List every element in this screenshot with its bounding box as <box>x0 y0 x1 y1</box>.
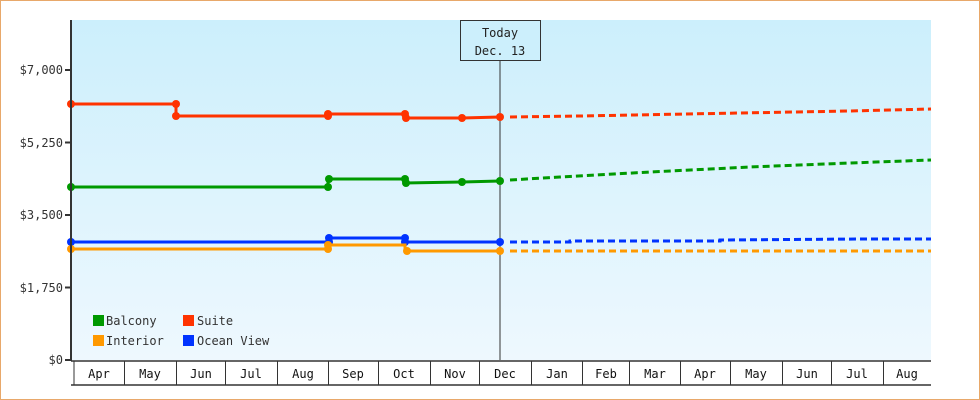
y-tick-label: $1,750 <box>20 281 63 295</box>
legend-label: Interior <box>106 334 164 348</box>
legend-item-interior[interactable]: Interior <box>93 334 164 348</box>
legend-label: Balcony <box>106 314 157 328</box>
x-month-label: May <box>139 367 161 381</box>
x-month-label: Mar <box>644 367 666 381</box>
x-month-label: Jan <box>546 367 568 381</box>
balcony-swatch-icon <box>93 315 104 326</box>
ocean-view-swatch-icon <box>183 335 194 346</box>
legend-item-suite[interactable]: Suite <box>183 314 233 328</box>
x-month-label: May <box>745 367 767 381</box>
interior-swatch-icon <box>93 335 104 346</box>
legend: Balcony Suite Interior Ocean View <box>93 314 270 348</box>
plot-area <box>71 20 931 360</box>
x-month-label: Aug <box>896 367 918 381</box>
series-balcony <box>67 158 932 191</box>
x-month-label: Dec <box>494 367 516 381</box>
suite-swatch-icon <box>183 315 194 326</box>
today-marker-box <box>460 20 541 61</box>
x-month-label: Jun <box>796 367 818 381</box>
x-month-label: Jul <box>846 367 868 381</box>
legend-item-ocean-view[interactable]: Ocean View <box>183 334 270 348</box>
x-month-label: Aug <box>292 367 314 381</box>
today-date-label: Dec. 13 <box>475 44 526 58</box>
legend-item-balcony[interactable]: Balcony <box>93 314 157 328</box>
x-month-label: Feb <box>595 367 617 381</box>
x-month-label: Sep <box>342 367 364 381</box>
today-label: Today <box>482 26 518 40</box>
y-axis-ticks <box>65 69 71 361</box>
x-month-label: Jul <box>240 367 262 381</box>
y-tick-label: $0 <box>49 353 63 367</box>
y-tick-label: $3,500 <box>20 208 63 222</box>
legend-label: Suite <box>197 314 233 328</box>
series-suite <box>67 100 932 122</box>
legend-label: Ocean View <box>197 334 270 348</box>
x-axis <box>71 360 931 386</box>
y-tick-label: $7,000 <box>20 63 63 77</box>
x-month-label: Apr <box>694 367 716 381</box>
x-month-label: Oct <box>393 367 415 381</box>
x-month-label: Apr <box>88 367 110 381</box>
x-month-label: Nov <box>444 367 466 381</box>
x-month-label: Jun <box>190 367 212 381</box>
y-tick-label: $5,250 <box>20 136 63 150</box>
series-interior <box>67 241 931 255</box>
